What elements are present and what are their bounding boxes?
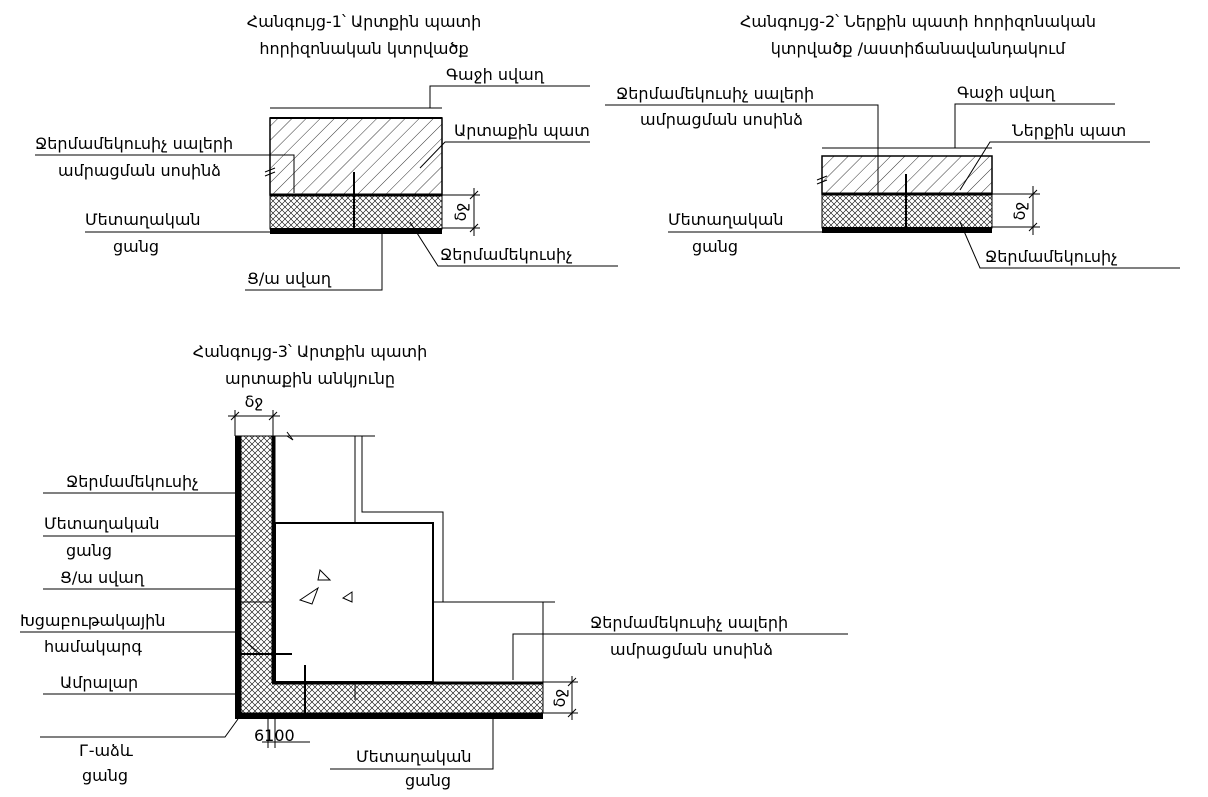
detail-3-label-insulation: Ջերմամեկուսիչ xyxy=(66,472,199,491)
detail-1-label-mesh-line1: Մետաղական xyxy=(85,210,201,229)
detail-2-label-adhesive-line1: Ջերմամեկուսիչ սալերի xyxy=(616,84,814,103)
detail-3-step-outline xyxy=(361,436,444,602)
detail-1-label-render: Ց/ա սվաղ xyxy=(247,269,332,288)
detail-2-label-plaster: Գաջի սվաղ xyxy=(957,83,1056,102)
detail-2-label-mesh-line1: Մետաղական xyxy=(668,210,784,229)
detail-2-label-insulation: Ջերմամեկուսիչ xyxy=(985,247,1118,266)
detail-3-title-line2: արտաքին անկյունը xyxy=(225,369,395,388)
detail-1-break-mark xyxy=(264,167,276,177)
detail-3-label-adhesive-line2: ամրացման սոսինձ xyxy=(610,640,773,659)
detail-2: Հանգույց-2՝ Ներքին պատի հորիզոնական կտրվ… xyxy=(605,12,1180,269)
detail-3-aggregate-marks xyxy=(298,568,353,605)
detail-1-leader-insulation xyxy=(409,221,618,267)
detail-3-break-mark xyxy=(286,431,294,441)
detail-2-leader-insulation xyxy=(959,221,1180,269)
detail-1-leader-render xyxy=(245,234,383,291)
detail-1-outer-wall xyxy=(269,117,443,196)
detail-3-label-mesh-bottom-line1: Մետաղական xyxy=(356,747,472,766)
detail-1-label-outer-wall: Արտաքին պատ xyxy=(454,121,590,140)
detail-3-label-lmesh-line2: ցանց xyxy=(82,766,128,785)
detail-2-title-line1: Հանգույց-2՝ Ներքին պատի հորիզոնական xyxy=(740,12,1096,31)
detail-3-dim-right-label: δջ xyxy=(550,689,569,708)
detail-2-dim-ticks xyxy=(1028,189,1038,232)
detail-2-render-layer xyxy=(822,227,992,233)
detail-2-label-mesh-line2: ցանց xyxy=(692,237,738,256)
detail-2-label-adhesive-line2: ամրացման սոսինձ xyxy=(640,110,803,129)
detail-3-label-adhesive-line1: Ջերմամեկուսիչ սալերի xyxy=(590,613,788,632)
detail-3: Հանգույց-3՝ Արտքին պատի արտաքին անկյունը… xyxy=(20,342,848,790)
detail-1-render-layer xyxy=(270,228,442,234)
detail-3-dim-top-ticks xyxy=(230,411,278,421)
detail-1-dim-ticks xyxy=(469,190,479,233)
detail-2-break-mark xyxy=(816,175,828,185)
detail-3-leader-lmesh xyxy=(40,718,239,738)
detail-3-dim-top-label: δջ xyxy=(245,392,264,411)
detail-2-dim-label: δջ xyxy=(1010,202,1029,221)
detail-3-label-mesh-bottom-line2: ցանց xyxy=(405,771,451,790)
detail-3-leader-adhesive xyxy=(512,633,848,680)
detail-3-label-mesh-line2: ցանց xyxy=(66,541,112,560)
detail-3-upper-wall xyxy=(274,435,356,524)
detail-1-leader-plaster xyxy=(429,85,590,108)
detail-2-title-line2: կտրվածք /աստիճանավանդակում xyxy=(771,39,1066,58)
detail-2-leader-inner-wall xyxy=(959,141,1150,191)
detail-3-right-wall xyxy=(432,601,544,683)
detail-3-dim-right-ticks xyxy=(567,677,577,718)
detail-1-label-plaster: Գաջի սվաղ xyxy=(446,65,545,84)
detail-1-label-insulation: Ջերմամեկուսիչ xyxy=(440,245,573,264)
detail-1-dim-label: δջ xyxy=(451,203,470,222)
detail-3-leader-mesh-bottom xyxy=(330,719,494,770)
detail-2-leader-plaster xyxy=(954,103,1115,148)
detail-3-label-fastener-line1: Խցաբութակային xyxy=(20,611,165,630)
detail-3-title-line1: Հանգույց-3՝ Արտքին պատի xyxy=(193,342,428,361)
detail-3-label-anchor: Ամրալար xyxy=(60,673,138,692)
detail-3-label-render: Ց/ա սվաղ xyxy=(60,568,145,587)
detail-3-label-fastener-line2: համակարգ xyxy=(44,637,142,656)
detail-3-label-lmesh-line1: Г-աձև xyxy=(79,741,133,760)
detail-1: Հանգույց-1՝ Արտքին պատի հորիզոնական կտրվ… xyxy=(35,12,618,291)
detail-1-title-line1: Հանգույց-1՝ Արտքին պատի xyxy=(247,12,482,31)
detail-3-concrete-core xyxy=(274,522,434,683)
detail-2-leader-adhesive xyxy=(605,104,879,193)
detail-1-title-line2: հորիզոնական կտրվածք xyxy=(259,39,468,58)
detail-1-label-adhesive-line1: Ջերմամեկուսիչ սալերի xyxy=(35,134,233,153)
detail-2-label-inner-wall: Ներքին պատ xyxy=(1012,121,1126,140)
detail-3-label-mesh-line1: Մետաղական xyxy=(44,514,160,533)
detail-3-dim-bottom-label: 6100 xyxy=(254,726,295,745)
detail-1-label-adhesive-line2: ամրացման սոսինձ xyxy=(58,161,221,180)
detail-1-leader-outer-wall xyxy=(419,141,590,169)
detail-3-leader-fastener xyxy=(20,631,261,655)
detail-1-insulation xyxy=(269,195,443,230)
detail-1-label-mesh-line2: ցանց xyxy=(113,237,159,256)
detail-1-leader-adhesive xyxy=(35,154,295,193)
